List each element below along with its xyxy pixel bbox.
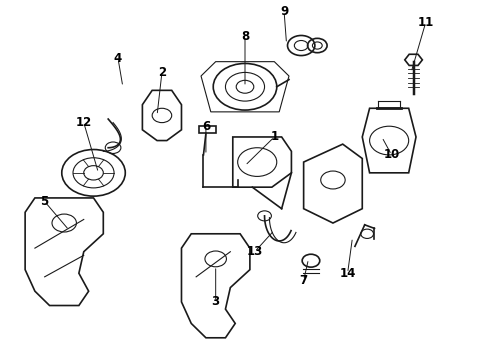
Text: 4: 4 (114, 51, 122, 64)
Text: 12: 12 (75, 116, 92, 129)
Text: 11: 11 (417, 16, 434, 29)
Text: 7: 7 (299, 274, 308, 287)
Text: 5: 5 (41, 195, 49, 208)
Text: 3: 3 (212, 296, 220, 309)
Text: 1: 1 (270, 130, 278, 144)
Text: 10: 10 (384, 148, 400, 161)
Text: 6: 6 (202, 120, 210, 133)
Text: 9: 9 (280, 5, 288, 18)
Text: 2: 2 (158, 66, 166, 79)
Text: 13: 13 (246, 245, 263, 258)
Text: 8: 8 (241, 30, 249, 43)
Text: 14: 14 (340, 267, 356, 280)
